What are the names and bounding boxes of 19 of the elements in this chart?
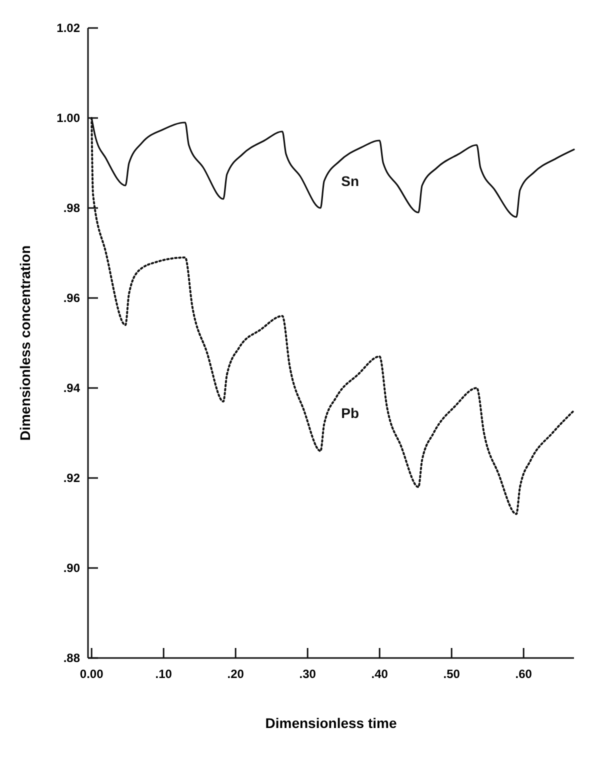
y-tick-label: 1.02 bbox=[56, 21, 80, 36]
x-tick-label: .50 bbox=[443, 667, 460, 681]
y-tick-label: .94 bbox=[63, 381, 80, 396]
series-label: Sn bbox=[341, 172, 360, 189]
x-tick-label: 0.00 bbox=[80, 667, 104, 681]
series-label: Pb bbox=[341, 405, 360, 422]
y-tick-label: .92 bbox=[63, 471, 80, 486]
x-tick-label: .30 bbox=[299, 667, 316, 681]
x-axis-title: Dimensionless time bbox=[265, 715, 397, 731]
y-tick-label: .88 bbox=[63, 651, 80, 666]
x-tick-label: .20 bbox=[227, 667, 244, 681]
y-tick-label: 1.00 bbox=[56, 111, 80, 126]
y-tick-label: .90 bbox=[63, 561, 80, 576]
x-tick-label: .40 bbox=[371, 667, 388, 681]
y-tick-label: .96 bbox=[63, 291, 80, 306]
x-tick-label: .10 bbox=[155, 667, 172, 681]
y-tick-label: .98 bbox=[63, 201, 80, 216]
y-axis-title: Dimensionless concentration bbox=[17, 245, 33, 441]
x-tick-label: .60 bbox=[515, 667, 532, 681]
